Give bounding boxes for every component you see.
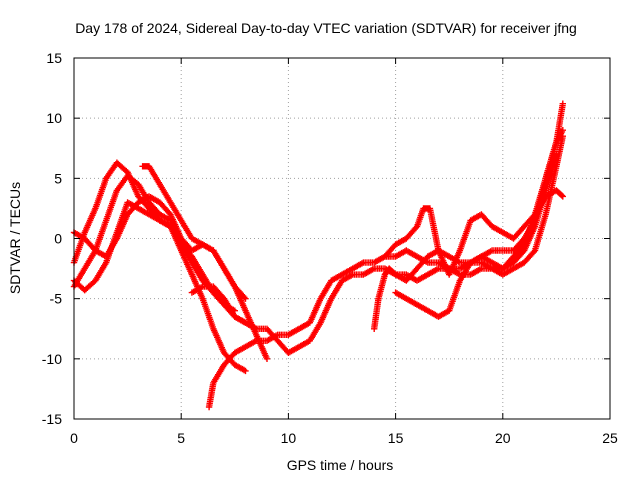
x-tick-label: 0 [70, 430, 78, 446]
series-markers [70, 199, 249, 375]
series-markers [70, 193, 271, 362]
data-layer [70, 100, 566, 411]
series-track-e [139, 163, 249, 302]
y-tick-label: 15 [46, 50, 62, 66]
ticks-layer: 0 5 10 15 20 25 -15 -10 -5 0 5 10 15 [42, 50, 618, 446]
y-tick-label: 5 [54, 170, 62, 186]
y-tick-label: -10 [42, 351, 62, 367]
x-tick-label: 20 [495, 430, 511, 446]
series-markers [188, 133, 566, 356]
series-track-b [70, 172, 238, 314]
y-tick-label: 0 [54, 231, 62, 247]
series-track-c [70, 199, 249, 375]
series-markers [70, 172, 238, 314]
x-tick-label: 25 [602, 430, 618, 446]
y-tick-label: -5 [50, 291, 63, 307]
series-track-d [70, 193, 271, 362]
y-tick-label: 10 [46, 110, 62, 126]
series-track-g [188, 133, 566, 356]
series-markers [371, 151, 560, 332]
x-tick-label: 15 [388, 430, 404, 446]
x-axis-label: GPS time / hours [287, 457, 394, 473]
x-tick-label: 10 [281, 430, 297, 446]
chart-title: Day 178 of 2024, Sidereal Day-to-day VTE… [75, 20, 577, 36]
x-tick-label: 5 [177, 430, 185, 446]
y-tick-label: -15 [42, 411, 62, 427]
y-axis-label: SDTVAR / TECUs [7, 182, 23, 294]
series-track-j [371, 151, 560, 332]
grid-layer [74, 58, 610, 419]
